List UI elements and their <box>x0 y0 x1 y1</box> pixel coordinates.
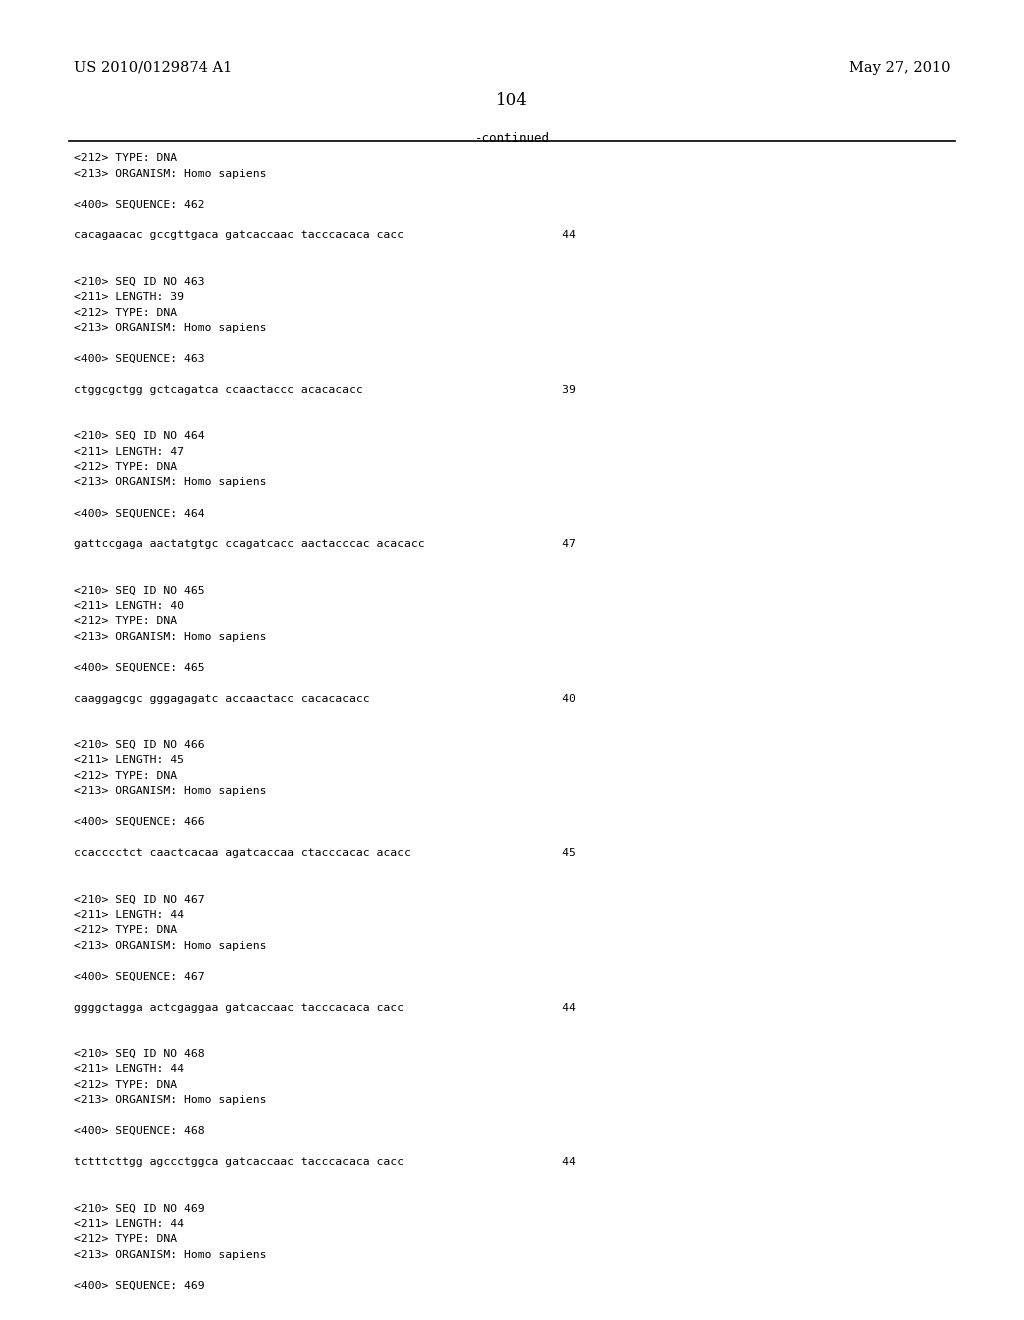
Text: <400> SEQUENCE: 469: <400> SEQUENCE: 469 <box>74 1280 205 1291</box>
Text: <211> LENGTH: 39: <211> LENGTH: 39 <box>74 292 183 302</box>
Text: <400> SEQUENCE: 464: <400> SEQUENCE: 464 <box>74 508 205 519</box>
Text: <210> SEQ ID NO 465: <210> SEQ ID NO 465 <box>74 586 205 595</box>
Text: <213> ORGANISM: Homo sapiens: <213> ORGANISM: Homo sapiens <box>74 632 266 642</box>
Text: <212> TYPE: DNA: <212> TYPE: DNA <box>74 462 177 473</box>
Text: <211> LENGTH: 40: <211> LENGTH: 40 <box>74 601 183 611</box>
Text: <400> SEQUENCE: 465: <400> SEQUENCE: 465 <box>74 663 205 673</box>
Text: <400> SEQUENCE: 467: <400> SEQUENCE: 467 <box>74 972 205 982</box>
Text: <211> LENGTH: 45: <211> LENGTH: 45 <box>74 755 183 766</box>
Text: <211> LENGTH: 44: <211> LENGTH: 44 <box>74 1218 183 1229</box>
Text: caaggagcgc gggagagatc accaactacc cacacacacc                            40: caaggagcgc gggagagatc accaactacc cacacac… <box>74 694 575 704</box>
Text: <212> TYPE: DNA: <212> TYPE: DNA <box>74 153 177 164</box>
Text: <213> ORGANISM: Homo sapiens: <213> ORGANISM: Homo sapiens <box>74 169 266 178</box>
Text: <400> SEQUENCE: 462: <400> SEQUENCE: 462 <box>74 199 205 210</box>
Text: <212> TYPE: DNA: <212> TYPE: DNA <box>74 771 177 781</box>
Text: <400> SEQUENCE: 468: <400> SEQUENCE: 468 <box>74 1126 205 1137</box>
Text: <211> LENGTH: 44: <211> LENGTH: 44 <box>74 909 183 920</box>
Text: <212> TYPE: DNA: <212> TYPE: DNA <box>74 1234 177 1245</box>
Text: <210> SEQ ID NO 463: <210> SEQ ID NO 463 <box>74 277 205 286</box>
Text: <213> ORGANISM: Homo sapiens: <213> ORGANISM: Homo sapiens <box>74 478 266 487</box>
Text: ctggcgctgg gctcagatca ccaactaccc acacacacc                             39: ctggcgctgg gctcagatca ccaactaccc acacaca… <box>74 385 575 395</box>
Text: <212> TYPE: DNA: <212> TYPE: DNA <box>74 308 177 318</box>
Text: May 27, 2010: May 27, 2010 <box>849 61 950 75</box>
Text: ccacccctct caactcacaa agatcaccaa ctacccacac acacc                      45: ccacccctct caactcacaa agatcaccaa ctaccca… <box>74 849 575 858</box>
Text: <211> LENGTH: 47: <211> LENGTH: 47 <box>74 446 183 457</box>
Text: tctttcttgg agccctggca gatcaccaac tacccacaca cacc                       44: tctttcttgg agccctggca gatcaccaac tacccac… <box>74 1158 575 1167</box>
Text: <213> ORGANISM: Homo sapiens: <213> ORGANISM: Homo sapiens <box>74 941 266 950</box>
Text: <210> SEQ ID NO 469: <210> SEQ ID NO 469 <box>74 1204 205 1213</box>
Text: -continued: -continued <box>474 132 550 145</box>
Text: gattccgaga aactatgtgc ccagatcacc aactacccac acacacc                    47: gattccgaga aactatgtgc ccagatcacc aactacc… <box>74 540 575 549</box>
Text: <210> SEQ ID NO 466: <210> SEQ ID NO 466 <box>74 741 205 750</box>
Text: <212> TYPE: DNA: <212> TYPE: DNA <box>74 616 177 627</box>
Text: <210> SEQ ID NO 467: <210> SEQ ID NO 467 <box>74 895 205 904</box>
Text: <400> SEQUENCE: 463: <400> SEQUENCE: 463 <box>74 354 205 364</box>
Text: <400> SEQUENCE: 466: <400> SEQUENCE: 466 <box>74 817 205 828</box>
Text: <212> TYPE: DNA: <212> TYPE: DNA <box>74 925 177 936</box>
Text: US 2010/0129874 A1: US 2010/0129874 A1 <box>74 61 232 75</box>
Text: <213> ORGANISM: Homo sapiens: <213> ORGANISM: Homo sapiens <box>74 1096 266 1105</box>
Text: 104: 104 <box>496 92 528 110</box>
Text: <213> ORGANISM: Homo sapiens: <213> ORGANISM: Homo sapiens <box>74 323 266 333</box>
Text: <212> TYPE: DNA: <212> TYPE: DNA <box>74 1080 177 1090</box>
Text: <210> SEQ ID NO 464: <210> SEQ ID NO 464 <box>74 432 205 441</box>
Text: ggggctagga actcgaggaa gatcaccaac tacccacaca cacc                       44: ggggctagga actcgaggaa gatcaccaac tacccac… <box>74 1003 575 1012</box>
Text: <210> SEQ ID NO 468: <210> SEQ ID NO 468 <box>74 1049 205 1059</box>
Text: <211> LENGTH: 44: <211> LENGTH: 44 <box>74 1064 183 1074</box>
Text: cacagaacac gccgttgaca gatcaccaac tacccacaca cacc                       44: cacagaacac gccgttgaca gatcaccaac tacccac… <box>74 231 575 240</box>
Text: <213> ORGANISM: Homo sapiens: <213> ORGANISM: Homo sapiens <box>74 787 266 796</box>
Text: <213> ORGANISM: Homo sapiens: <213> ORGANISM: Homo sapiens <box>74 1250 266 1259</box>
